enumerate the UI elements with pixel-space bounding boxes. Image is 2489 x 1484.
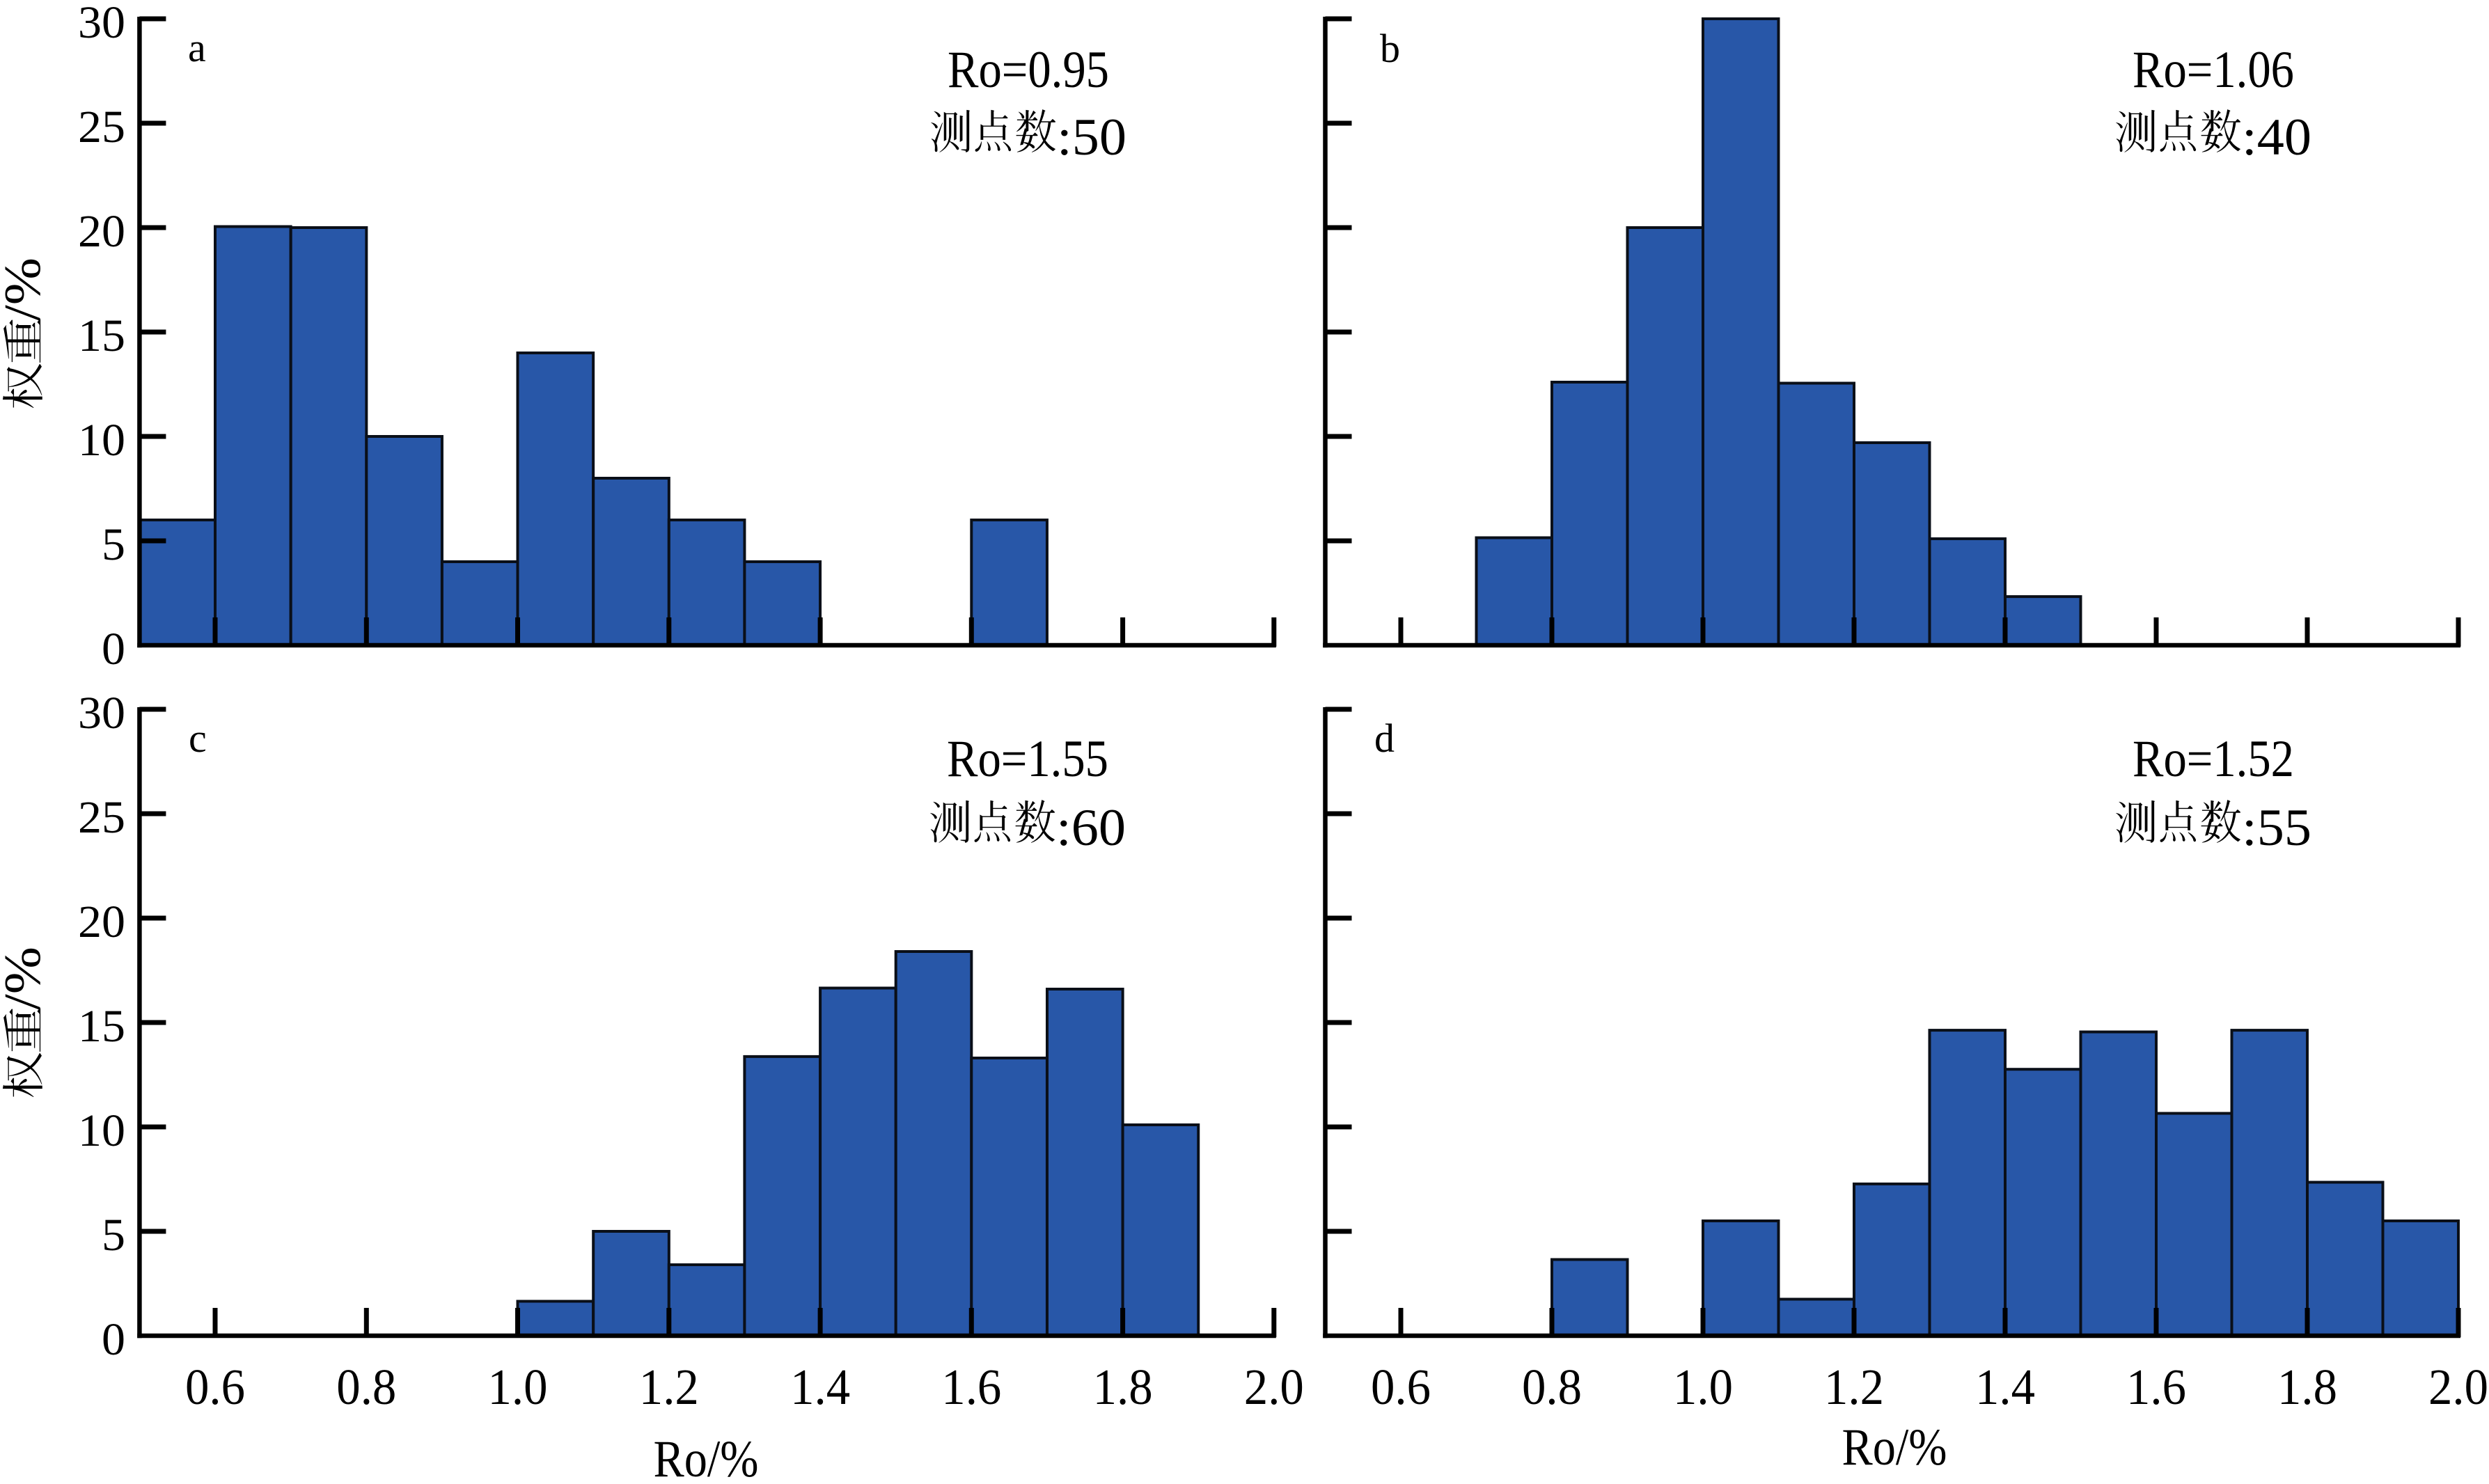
svg-text:1.8: 1.8: [2277, 1359, 2337, 1415]
svg-text:a: a: [188, 25, 206, 70]
svg-text:Ro/%: Ro/%: [654, 1430, 759, 1484]
svg-text:25: 25: [78, 102, 125, 152]
svg-text:0.8: 0.8: [1522, 1359, 1582, 1415]
svg-text:30: 30: [78, 0, 125, 48]
svg-text:0: 0: [102, 1314, 125, 1365]
svg-text:1.6: 1.6: [941, 1359, 1001, 1415]
svg-text:1.4: 1.4: [1975, 1359, 2035, 1415]
svg-text:Ro=1.52: Ro=1.52: [2133, 730, 2294, 788]
svg-text:b: b: [1380, 26, 1400, 71]
svg-text:1.6: 1.6: [2126, 1359, 2186, 1415]
svg-text:1.0: 1.0: [1673, 1359, 1733, 1415]
svg-text:/%: /%: [0, 258, 52, 321]
svg-text:0.6: 0.6: [185, 1359, 245, 1415]
svg-text:1.2: 1.2: [639, 1359, 699, 1415]
svg-text:/%: /%: [0, 947, 52, 1010]
svg-text:1.2: 1.2: [1824, 1359, 1884, 1415]
svg-text:2.0: 2.0: [1244, 1359, 1304, 1415]
svg-text:2.0: 2.0: [2428, 1359, 2488, 1415]
svg-text:25: 25: [78, 792, 125, 843]
svg-text:5: 5: [102, 519, 125, 570]
svg-text::55: :55: [2242, 799, 2311, 857]
svg-text:15: 15: [78, 1001, 125, 1052]
svg-text:d: d: [1374, 716, 1395, 761]
svg-text:c: c: [189, 716, 207, 761]
svg-text:0.6: 0.6: [1371, 1359, 1431, 1415]
svg-text:20: 20: [78, 897, 125, 947]
svg-text:5: 5: [102, 1210, 125, 1261]
svg-text:10: 10: [78, 1105, 125, 1156]
svg-text:1.8: 1.8: [1093, 1359, 1153, 1415]
svg-text:0.8: 0.8: [336, 1359, 396, 1415]
svg-text:10: 10: [78, 415, 125, 466]
svg-text:1.4: 1.4: [790, 1359, 850, 1415]
svg-text::40: :40: [2242, 109, 2311, 166]
svg-text:1.0: 1.0: [488, 1359, 548, 1415]
svg-text:Ro=1.55: Ro=1.55: [947, 730, 1108, 788]
svg-text:Ro/%: Ro/%: [1842, 1419, 1947, 1476]
svg-text:Ro=0.95: Ro=0.95: [948, 41, 1109, 99]
svg-text:20: 20: [78, 206, 125, 257]
svg-text:30: 30: [78, 688, 125, 739]
svg-text:Ro=1.06: Ro=1.06: [2133, 41, 2294, 99]
svg-text:0: 0: [102, 624, 125, 674]
svg-text:15: 15: [78, 310, 125, 361]
svg-text::60: :60: [1056, 799, 1126, 857]
svg-text::50: :50: [1057, 109, 1126, 166]
